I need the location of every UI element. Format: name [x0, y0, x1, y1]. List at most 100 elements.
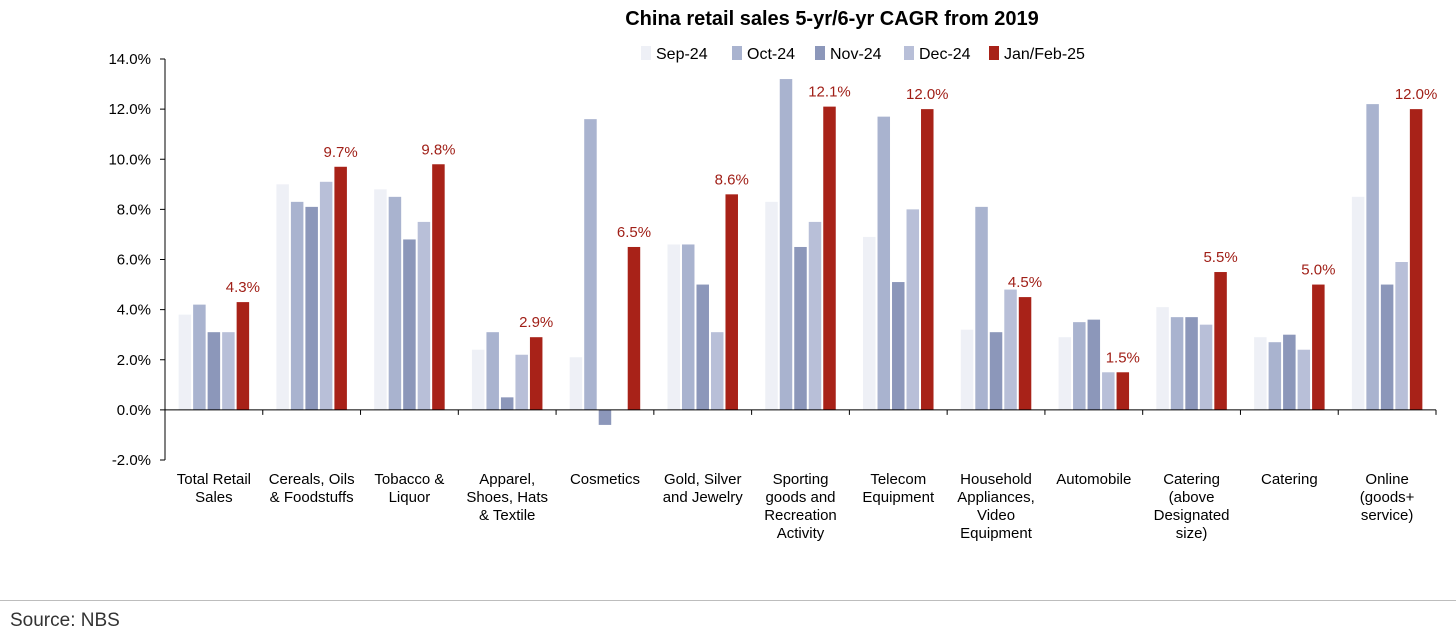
- bar: [374, 189, 387, 410]
- bar: [290, 201, 304, 410]
- bar: [1199, 324, 1213, 410]
- chart: China retail sales 5-yr/6-yr CAGR from 2…: [108, 8, 1438, 542]
- bar: [710, 332, 724, 410]
- chart-title: China retail sales 5-yr/6-yr CAGR from 2…: [625, 8, 1039, 30]
- bar: [1297, 349, 1311, 410]
- bar: [236, 302, 250, 410]
- data-label: 4.5%: [1008, 274, 1042, 291]
- bar: [627, 246, 641, 410]
- bar: [515, 354, 528, 410]
- bar: [1156, 307, 1169, 410]
- bar: [808, 221, 822, 410]
- footer-divider: [0, 600, 1456, 601]
- y-tick-label: 0.0%: [117, 402, 151, 419]
- y-tick-label: 10.0%: [108, 151, 151, 168]
- y-tick-label: 14.0%: [108, 51, 151, 68]
- x-tick-label: Total Retail Sales: [177, 471, 251, 506]
- bar: [1351, 196, 1365, 410]
- bar: [1395, 262, 1408, 410]
- data-label: 2.9%: [519, 314, 553, 331]
- bar: [1073, 322, 1086, 410]
- x-tick-label: Catering: [1261, 471, 1318, 488]
- legend-swatch: [732, 46, 742, 60]
- bar: [319, 181, 333, 410]
- bar: [696, 284, 709, 410]
- bar: [1283, 334, 1296, 410]
- data-label: 12.1%: [808, 84, 851, 101]
- x-tick-label: Household Appliances, Video Equipment: [957, 471, 1035, 542]
- bar: [823, 106, 836, 410]
- bar: [1116, 372, 1130, 410]
- x-axis: Total Retail Sales Cereals, Oils & Foodstuf…: [164, 409, 1437, 542]
- bar: [1380, 284, 1394, 410]
- bar: [765, 201, 778, 410]
- data-label: 9.7%: [324, 144, 358, 161]
- y-tick-label: 4.0%: [117, 302, 151, 319]
- bar: [334, 166, 347, 410]
- data-label: 5.5%: [1203, 249, 1237, 266]
- bar: [529, 337, 543, 410]
- bar: [779, 79, 793, 410]
- x-tick-label: Apparel, Shoes, Hats & Textile: [466, 471, 548, 524]
- legend-swatch: [815, 46, 825, 60]
- data-label: 1.5%: [1106, 349, 1140, 366]
- x-tick-label: Cosmetics: [570, 471, 640, 488]
- y-tick-label: 8.0%: [117, 201, 151, 218]
- bar: [921, 109, 934, 410]
- data-label: 6.5%: [617, 224, 651, 241]
- bar: [975, 206, 988, 410]
- legend-swatch: [641, 46, 651, 60]
- bar: [1409, 109, 1423, 410]
- bar: [1185, 317, 1198, 410]
- legend-label: Dec-24: [919, 46, 971, 63]
- bar: [1102, 372, 1115, 410]
- data-label: 12.0%: [906, 86, 949, 103]
- legend-label: Oct-24: [747, 46, 795, 63]
- legend-label: Sep-24: [656, 46, 708, 63]
- bar: [417, 221, 431, 410]
- x-tick-label: Catering (above Designated size): [1154, 471, 1230, 542]
- bar: [989, 332, 1003, 410]
- x-tick-label: Sporting goods and Recreation Activity: [764, 471, 837, 542]
- legend-swatch: [989, 46, 999, 60]
- bar: [906, 209, 920, 410]
- x-tick-label: Automobile: [1056, 471, 1131, 488]
- x-tick-label: Online (goods+ service): [1360, 471, 1415, 524]
- bar: [877, 116, 891, 410]
- bar: [305, 206, 318, 410]
- y-tick-label: 2.0%: [117, 352, 151, 369]
- bar: [725, 194, 738, 410]
- data-labels: 4.3% 9.7% 9.8% 2.9% 6.5% 8.6% 12.1% 12.0% 4.5% 1.…: [226, 84, 1438, 367]
- bar: [1018, 297, 1032, 410]
- bar: [1058, 337, 1072, 410]
- data-label: 4.3%: [226, 279, 260, 296]
- legend: Sep-24 Oct-24 Nov-24 Dec-24 Jan/Feb-25: [641, 46, 1085, 63]
- bar: [584, 119, 597, 410]
- x-tick-label: Telecom Equipment: [862, 471, 935, 506]
- bar: [276, 184, 289, 410]
- bar: [193, 304, 206, 410]
- y-tick-label: 6.0%: [117, 252, 151, 269]
- bar: [403, 239, 416, 410]
- bars: [178, 79, 1423, 425]
- bar: [500, 397, 514, 410]
- x-tick-label: Tobacco & Liquor: [374, 471, 444, 506]
- bar: [1254, 337, 1267, 410]
- data-label: 9.8%: [421, 141, 455, 158]
- bar: [388, 196, 402, 410]
- data-label: 5.0%: [1301, 262, 1335, 279]
- bar: [1366, 104, 1379, 410]
- bar: [1087, 319, 1101, 410]
- bar: [222, 332, 235, 410]
- bar: [486, 332, 499, 410]
- bar: [681, 244, 695, 410]
- bar: [1214, 272, 1227, 410]
- bar: [178, 314, 192, 410]
- x-tick-label: Cereals, Oils & Foodstuffs: [269, 471, 355, 506]
- legend-label: Nov-24: [830, 46, 882, 63]
- bar: [207, 332, 221, 410]
- bar: [1004, 289, 1017, 410]
- bar: [432, 164, 445, 410]
- legend-swatch: [904, 46, 914, 60]
- source-note: Source: NBS: [10, 610, 120, 631]
